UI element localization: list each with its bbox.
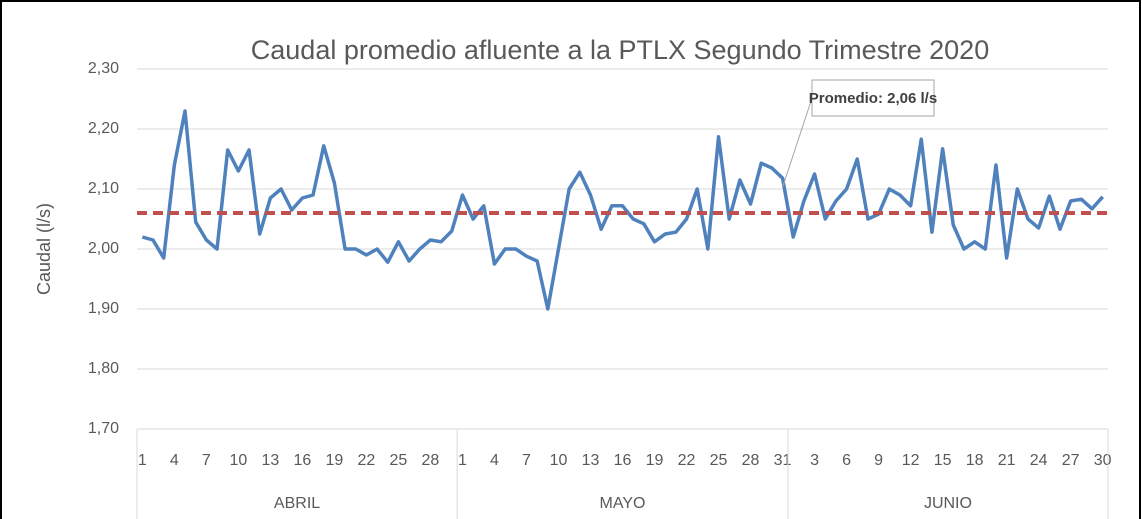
- x-tick-label: 13: [582, 452, 600, 469]
- x-tick-label: 19: [326, 452, 344, 469]
- x-tick-label: 10: [229, 452, 247, 469]
- x-tick-label: 31: [774, 452, 792, 469]
- x-tick-label: 16: [614, 452, 632, 469]
- x-tick-label: 21: [998, 452, 1016, 469]
- y-tick-label: 2,30: [88, 60, 119, 77]
- y-tick-label: 2,00: [88, 240, 119, 257]
- x-tick-label: 12: [902, 452, 920, 469]
- y-tick-label: 1,80: [88, 360, 119, 377]
- x-tick-label: 4: [170, 452, 179, 469]
- x-tick-label: 9: [874, 452, 883, 469]
- chart-title: Caudal promedio afluente a la PTLX Segun…: [251, 35, 989, 65]
- annotation-label: Promedio: 2,06 l/s: [809, 90, 937, 107]
- annotation-leader: [782, 97, 813, 187]
- x-tick-label: 28: [742, 452, 760, 469]
- x-tick-label: 25: [710, 452, 728, 469]
- y-tick-label: 1,70: [88, 420, 119, 437]
- group-label: ABRIL: [274, 495, 320, 512]
- group-label: JUNIO: [924, 495, 972, 512]
- x-tick-label: 1: [458, 452, 467, 469]
- x-tick-label: 24: [1030, 452, 1048, 469]
- x-tick-label: 28: [422, 452, 440, 469]
- x-tick-label: 22: [358, 452, 376, 469]
- x-tick-label: 25: [390, 452, 408, 469]
- x-tick-label: 22: [678, 452, 696, 469]
- annotation-box: [811, 79, 935, 117]
- data-line: [141, 109, 1104, 311]
- x-tick-label: 4: [490, 452, 499, 469]
- x-tick-label: 10: [550, 452, 568, 469]
- x-tick-label: 19: [646, 452, 664, 469]
- x-tick-label: 30: [1094, 452, 1112, 469]
- group-label: MAYO: [600, 495, 646, 512]
- y-tick-label: 2,20: [88, 120, 119, 137]
- y-axis-label: Caudal (l/s): [34, 203, 54, 295]
- x-tick-label: 7: [202, 452, 211, 469]
- x-tick-label: 6: [842, 452, 851, 469]
- x-tick-label: 13: [261, 452, 279, 469]
- x-tick-label: 1: [138, 452, 147, 469]
- y-tick-label: 2,10: [88, 180, 119, 197]
- x-tick-label: 7: [522, 452, 531, 469]
- y-tick-label: 1,90: [88, 300, 119, 317]
- x-tick-label: 15: [934, 452, 952, 469]
- x-tick-label: 3: [810, 452, 819, 469]
- x-tick-label: 16: [293, 452, 311, 469]
- x-tick-label: 27: [1062, 452, 1080, 469]
- x-tick-label: 18: [966, 452, 984, 469]
